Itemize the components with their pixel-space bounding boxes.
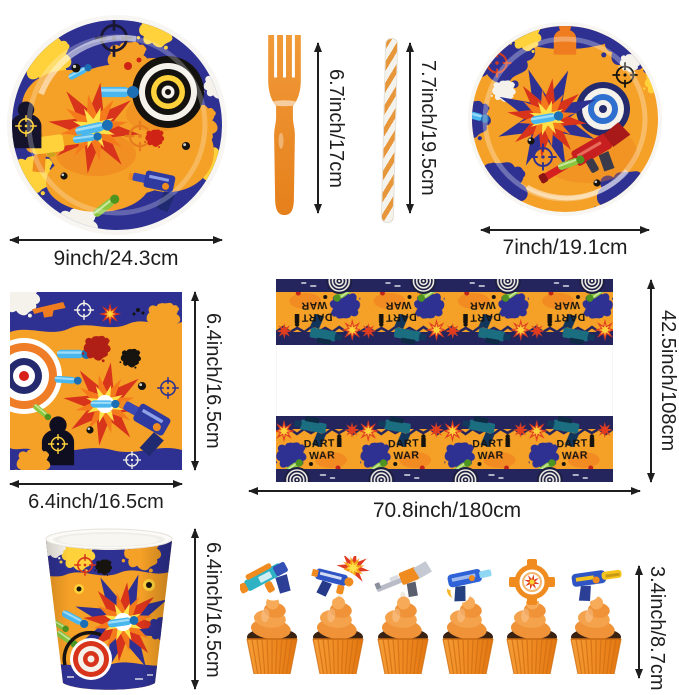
fork-height-label: 6.7inch/17cm — [325, 68, 347, 188]
tablecloth-bottom-border — [276, 416, 613, 482]
napkin-height-line — [190, 291, 199, 471]
dinner-plate-9in — [7, 15, 227, 235]
tablecloth-height-label: 42.5inch/108cm — [657, 310, 679, 452]
topper-height-label: 3.4inch/8.7cm — [646, 566, 668, 691]
target-topper-icon — [509, 559, 555, 605]
cupcake-topper-3 — [372, 558, 435, 675]
straw-height-label: 7.7inch/19.5cm — [417, 60, 439, 196]
napkin-width-line — [9, 479, 183, 488]
plate-small-width-line — [480, 225, 650, 234]
topper-height-line — [634, 565, 643, 679]
tablecloth: DART WAR — [276, 279, 613, 482]
cupcake-icon — [570, 585, 622, 675]
napkin-height-label: 6.4inch/16.5cm — [202, 313, 224, 449]
tablecloth-top-border — [276, 279, 613, 345]
cupcake-topper-1 — [240, 556, 304, 675]
plate-small-width-label: 7inch/19.1cm — [502, 236, 628, 259]
paper-straw — [380, 37, 399, 224]
cupcake-topper-4 — [441, 562, 498, 675]
cup-height-label: 6.4inch/16.5cm — [202, 542, 224, 678]
bullseye-target-icon — [132, 56, 204, 128]
napkin-width-label: 6.4inch/16.5cm — [28, 491, 164, 513]
tablecloth-width-line — [248, 486, 641, 495]
burst-icon — [57, 356, 153, 452]
cupcake-topper-6 — [567, 563, 626, 675]
tablecloth-width-label: 70.8inch/180cm — [372, 499, 522, 522]
blaster-topper-icon — [567, 563, 626, 604]
dart-icon — [97, 86, 139, 98]
cupcake-icon — [312, 585, 364, 675]
plate-large-width-line — [9, 235, 223, 244]
fork-height-line — [313, 42, 322, 214]
cup-height-line — [190, 528, 199, 690]
cupcake-topper-2 — [306, 556, 370, 675]
paper-cup — [45, 528, 173, 690]
fork — [268, 34, 301, 216]
straw-height-line — [405, 42, 414, 214]
cupcake-topper-5 — [506, 556, 558, 675]
tablecloth-height-line — [646, 279, 655, 483]
dessert-plate-7in — [468, 22, 662, 216]
blaster-icon — [32, 302, 66, 318]
cupcake-icon — [377, 585, 429, 675]
napkin — [10, 292, 182, 470]
plate-large-width-label: 9inch/24.3cm — [53, 247, 179, 270]
